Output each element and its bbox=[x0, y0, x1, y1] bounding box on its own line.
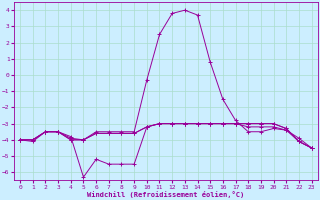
X-axis label: Windchill (Refroidissement éolien,°C): Windchill (Refroidissement éolien,°C) bbox=[87, 191, 244, 198]
